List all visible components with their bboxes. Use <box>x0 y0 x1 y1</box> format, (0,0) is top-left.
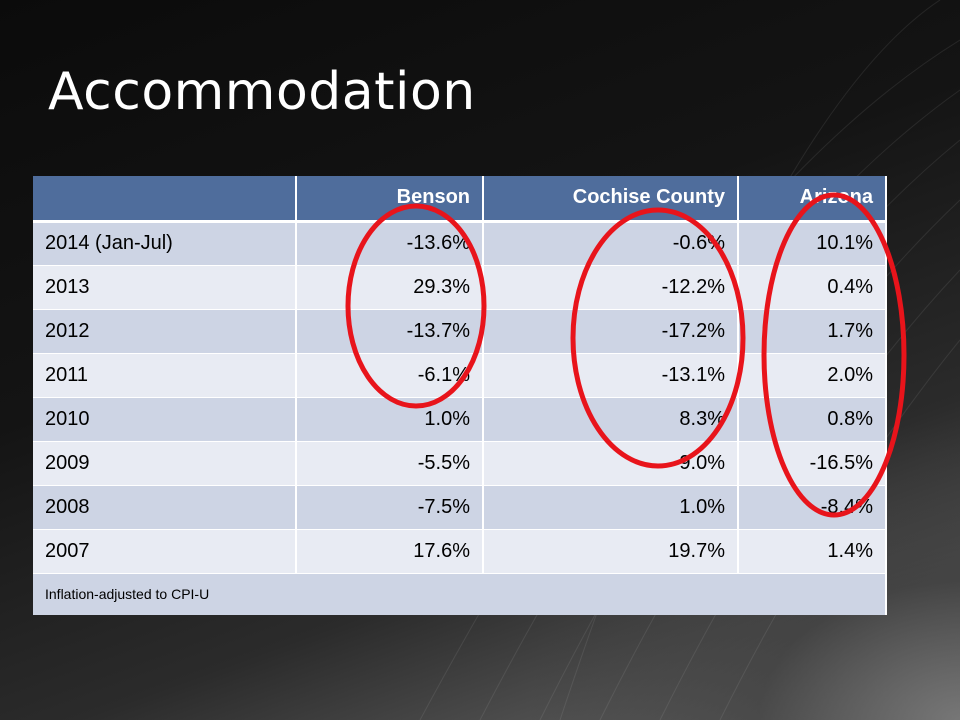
cell-benson: -13.7% <box>296 309 484 354</box>
row-year: 2012 <box>33 309 297 354</box>
table-row: 2008 -7.5% 1.0% -8.4% <box>33 485 887 530</box>
cell-benson: -13.6% <box>296 221 484 266</box>
cell-cochise-county: 19.7% <box>483 529 739 574</box>
table-row: 2011 -6.1% -13.1% 2.0% <box>33 353 887 398</box>
cell-cochise-county: -17.2% <box>483 309 739 354</box>
cell-cochise-county: -13.1% <box>483 353 739 398</box>
table-row: 2013 29.3% -12.2% 0.4% <box>33 265 887 310</box>
table-row: 2010 1.0% 8.3% 0.8% <box>33 397 887 442</box>
cell-arizona: 2.0% <box>738 353 887 398</box>
row-year: 2013 <box>33 265 297 310</box>
cell-benson: 29.3% <box>296 265 484 310</box>
header-cell-benson: Benson <box>296 176 484 223</box>
cell-cochise-county: -12.2% <box>483 265 739 310</box>
cell-benson: -5.5% <box>296 441 484 486</box>
table-row: 2007 17.6% 19.7% 1.4% <box>33 529 887 574</box>
row-year: 2010 <box>33 397 297 442</box>
header-row: Benson Cochise County Arizona <box>33 176 887 223</box>
cell-benson: 1.0% <box>296 397 484 442</box>
table-row: 2009 -5.5% -9.0% -16.5% <box>33 441 887 486</box>
cell-arizona: 1.7% <box>738 309 887 354</box>
accommodation-table: Benson Cochise County Arizona 2014 (Jan-… <box>33 176 887 615</box>
data-table-container: Benson Cochise County Arizona 2014 (Jan-… <box>33 176 887 615</box>
table-row: 2012 -13.7% -17.2% 1.7% <box>33 309 887 354</box>
cell-cochise-county: -9.0% <box>483 441 739 486</box>
cell-arizona: 0.4% <box>738 265 887 310</box>
row-year: 2007 <box>33 529 297 574</box>
cell-cochise-county: 1.0% <box>483 485 739 530</box>
row-year: 2011 <box>33 353 297 398</box>
cell-benson: -7.5% <box>296 485 484 530</box>
cell-arizona: -8.4% <box>738 485 887 530</box>
cell-benson: -6.1% <box>296 353 484 398</box>
row-year: 2014 (Jan-Jul) <box>33 221 297 266</box>
footnote: Inflation-adjusted to CPI-U <box>33 573 887 615</box>
cell-arizona: -16.5% <box>738 441 887 486</box>
header-cell-arizona: Arizona <box>738 176 887 223</box>
table-row: 2014 (Jan-Jul) -13.6% -0.6% 10.1% <box>33 221 887 266</box>
footnote-row: Inflation-adjusted to CPI-U <box>33 573 887 615</box>
row-year: 2009 <box>33 441 297 486</box>
header-cell-corner <box>33 176 297 223</box>
header-cell-cochise-county: Cochise County <box>483 176 739 223</box>
cell-cochise-county: 8.3% <box>483 397 739 442</box>
cell-arizona: 0.8% <box>738 397 887 442</box>
cell-arizona: 10.1% <box>738 221 887 266</box>
slide-title: Accommodation <box>48 62 476 122</box>
cell-arizona: 1.4% <box>738 529 887 574</box>
cell-benson: 17.6% <box>296 529 484 574</box>
row-year: 2008 <box>33 485 297 530</box>
cell-cochise-county: -0.6% <box>483 221 739 266</box>
